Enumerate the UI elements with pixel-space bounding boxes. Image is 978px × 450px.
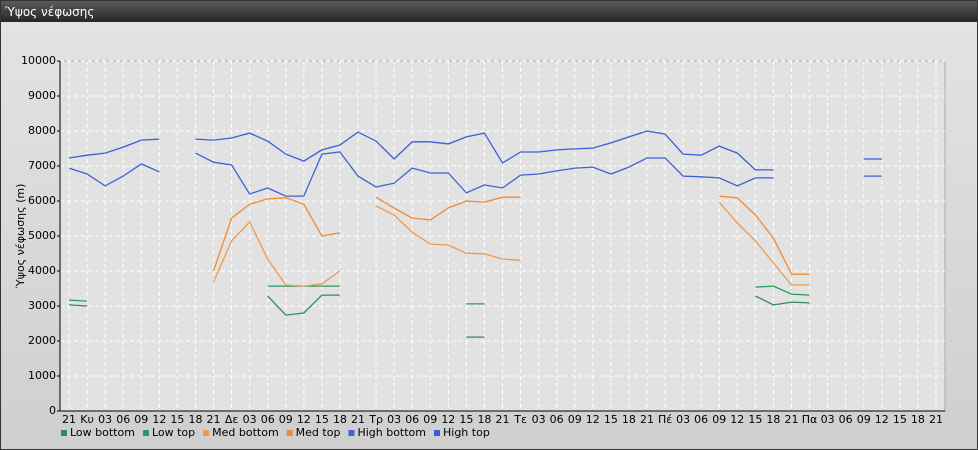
y-tick-label: 7000: [28, 159, 56, 172]
x-tick-label: 21: [784, 413, 798, 426]
legend-marker: [434, 430, 440, 436]
x-tick-label: 21: [929, 413, 943, 426]
legend-label: Low top: [152, 426, 195, 439]
series-line: [68, 151, 882, 197]
y-tick-label: 2000: [28, 334, 56, 347]
x-tick-label: 12: [152, 413, 166, 426]
x-tick-label: 18: [766, 413, 780, 426]
x-tick-label: 12: [875, 413, 889, 426]
legend-marker: [203, 430, 210, 436]
y-tick-label: 0: [49, 404, 56, 417]
x-tick-label: 06: [550, 413, 564, 426]
x-tick-label: Τρ: [368, 413, 383, 426]
y-tick-label: 3000: [28, 299, 56, 312]
x-tick-label: 21: [62, 413, 76, 426]
legend-label: Med top: [296, 426, 341, 439]
x-tick-label: 15: [893, 413, 907, 426]
x-tick-label: 15: [315, 413, 329, 426]
series-line: [212, 195, 810, 275]
x-tick-label: 06: [261, 413, 275, 426]
y-tick-label: 6000: [28, 194, 56, 207]
x-tick-label: 21: [207, 413, 221, 426]
x-tick-label: 15: [748, 413, 762, 426]
series-line: [68, 130, 882, 171]
y-tick-label: 10000: [21, 54, 56, 67]
x-tick-label: 09: [712, 413, 726, 426]
x-tick-label: Πα: [802, 413, 818, 426]
y-tick-label: 1000: [28, 369, 56, 382]
x-tick-label: 03: [821, 413, 835, 426]
x-tick-label: 03: [98, 413, 112, 426]
x-tick-label: 21: [496, 413, 510, 426]
window-title: Ύψος νέφωσης: [1, 1, 977, 22]
x-tick-label: 09: [134, 413, 148, 426]
x-tick-label: 06: [694, 413, 708, 426]
y-tick-label: 5000: [28, 229, 56, 242]
y-tick-label: 4000: [28, 264, 56, 277]
y-tick-label: 9000: [28, 89, 56, 102]
x-tick-label: 06: [116, 413, 130, 426]
x-tick-label: Κυ: [80, 413, 94, 426]
x-tick-label: 09: [857, 413, 871, 426]
legend-label: High top: [443, 426, 490, 439]
x-tick-label: 18: [188, 413, 202, 426]
legend-marker: [348, 430, 355, 436]
x-tick-label: 06: [405, 413, 419, 426]
x-tick-label: 15: [459, 413, 473, 426]
x-tick-label: 09: [568, 413, 582, 426]
x-tick-label: 03: [387, 413, 401, 426]
x-tick-label: 18: [911, 413, 925, 426]
legend-label: Med bottom: [212, 426, 279, 439]
legend-marker: [61, 430, 67, 436]
x-tick-label: 21: [351, 413, 365, 426]
x-tick-label: 12: [297, 413, 311, 426]
x-tick-label: 06: [839, 413, 853, 426]
y-tick-label: 8000: [28, 124, 56, 137]
x-tick-label: 15: [604, 413, 618, 426]
series-line: [68, 294, 810, 338]
x-tick-label: 03: [676, 413, 690, 426]
x-tick-label: 12: [441, 413, 455, 426]
x-tick-label: 09: [279, 413, 293, 426]
x-tick-label: 03: [243, 413, 257, 426]
legend-label: High bottom: [357, 426, 426, 439]
chart: Ύψος νέφωσης (m) 0 1000 2000 3000 4000 5000 60…: [14, 54, 946, 439]
x-tick-label: 15: [170, 413, 184, 426]
x-tick-label: 18: [333, 413, 347, 426]
x-tick-label: Πέ: [658, 413, 672, 426]
x-tick-label: 03: [532, 413, 546, 426]
y-axis-title: Ύψος νέφωσης (m): [14, 184, 27, 290]
x-tick-label: Δε: [225, 413, 239, 426]
x-tick-label: 18: [622, 413, 636, 426]
x-tick-label: 21: [640, 413, 654, 426]
x-tick-label: 12: [586, 413, 600, 426]
x-tick-label: 18: [477, 413, 491, 426]
x-tick-label: Τε: [513, 413, 527, 426]
legend-label: Low bottom: [70, 426, 135, 439]
x-tick-label: 09: [423, 413, 437, 426]
legend-marker: [142, 430, 149, 436]
x-tick-label: 12: [730, 413, 744, 426]
legend-marker: [286, 430, 293, 436]
series-line: [212, 201, 810, 287]
